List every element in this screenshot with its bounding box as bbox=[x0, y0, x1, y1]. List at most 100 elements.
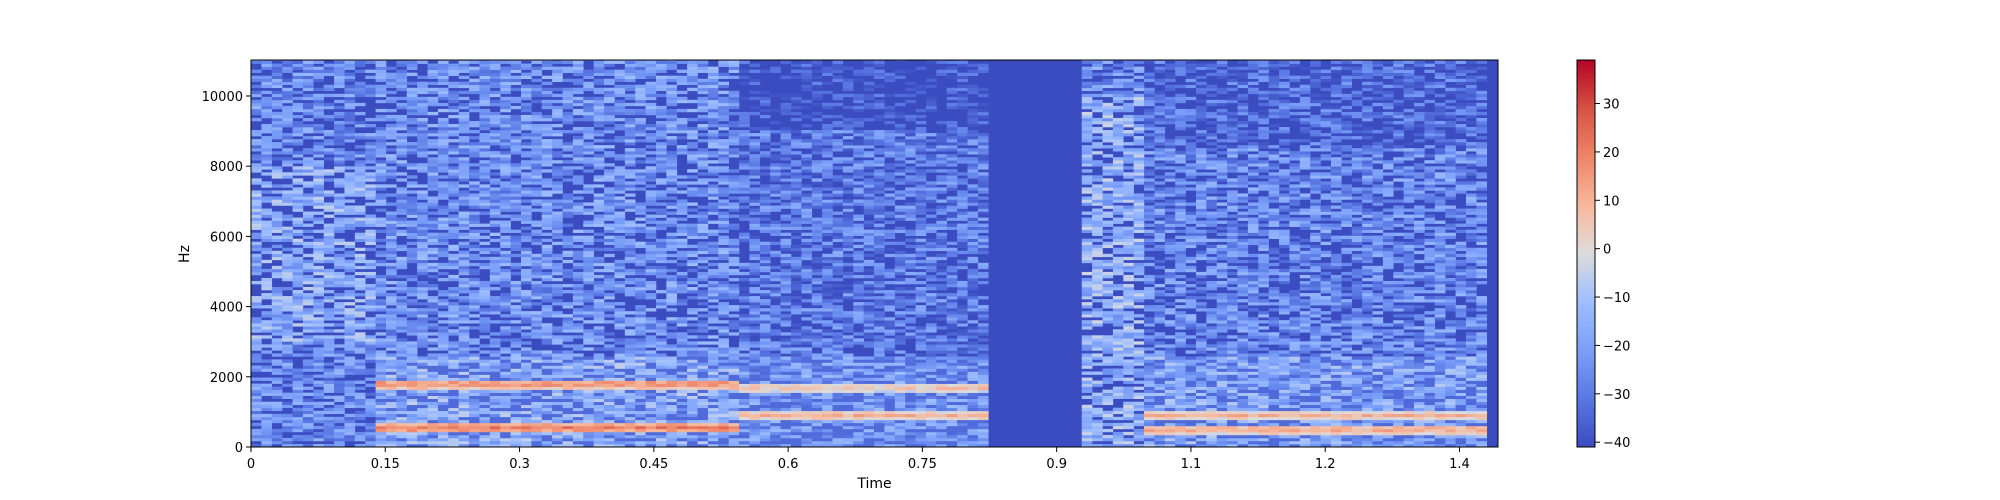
spectrogram-cell bbox=[739, 341, 750, 345]
spectrogram-cell bbox=[479, 335, 491, 339]
spectrogram-cell bbox=[687, 356, 698, 360]
spectrogram-cell bbox=[541, 359, 553, 363]
spectrogram-cell bbox=[302, 404, 314, 409]
spectrogram-cell bbox=[375, 114, 387, 119]
spectrogram-cell bbox=[323, 148, 335, 152]
spectrogram-cell bbox=[292, 377, 304, 381]
spectrogram-cell bbox=[500, 410, 511, 415]
spectrogram-cell bbox=[406, 208, 418, 212]
spectrogram-cell bbox=[770, 250, 781, 255]
spectrogram-cell bbox=[728, 404, 740, 409]
spectrogram-cell bbox=[323, 157, 335, 161]
spectrogram-cell bbox=[323, 244, 335, 249]
spectrogram-cell bbox=[437, 63, 449, 67]
spectrogram-cell bbox=[510, 383, 522, 387]
spectrogram-cell bbox=[759, 190, 771, 194]
spectrogram-cell bbox=[385, 90, 397, 95]
spectrogram-cell bbox=[406, 347, 418, 351]
spectrogram-cell bbox=[728, 401, 740, 406]
spectrogram-cell bbox=[728, 383, 740, 387]
spectrogram-cell bbox=[697, 244, 709, 249]
spectrogram-cell bbox=[282, 157, 293, 161]
spectrogram-cell bbox=[437, 311, 449, 315]
spectrogram-cell bbox=[676, 302, 688, 306]
spectrogram-cell bbox=[604, 151, 615, 155]
spectrogram-cell bbox=[759, 211, 771, 215]
spectrogram-cell bbox=[707, 154, 719, 158]
spectrogram-cell bbox=[458, 151, 470, 155]
spectrogram-cell bbox=[271, 290, 283, 294]
spectrogram-cell bbox=[759, 256, 771, 261]
spectrogram-cell bbox=[655, 78, 667, 83]
spectrogram-cell bbox=[344, 283, 356, 288]
spectrogram-cell bbox=[739, 199, 750, 203]
spectrogram-cell bbox=[282, 108, 293, 113]
spectrogram-cell bbox=[739, 69, 750, 73]
spectrogram-cell bbox=[635, 317, 646, 321]
spectrogram-cell bbox=[479, 440, 491, 445]
spectrogram-cell bbox=[697, 323, 709, 327]
spectrogram-cell bbox=[739, 181, 750, 185]
spectrogram-cell bbox=[396, 208, 408, 212]
spectrogram-cell bbox=[313, 317, 324, 321]
spectrogram-cell bbox=[469, 419, 480, 424]
spectrogram-cell bbox=[365, 398, 376, 403]
spectrogram-cell bbox=[469, 320, 480, 324]
spectrogram-cell bbox=[770, 347, 781, 351]
spectrogram-cell bbox=[489, 181, 501, 185]
spectrogram-cell bbox=[437, 238, 449, 243]
spectrogram-cell bbox=[531, 238, 543, 243]
spectrogram-cell bbox=[728, 392, 740, 396]
spectrogram-cell bbox=[396, 368, 408, 372]
spectrogram-cell bbox=[406, 90, 418, 95]
spectrogram-cell bbox=[583, 398, 594, 403]
spectrogram-cell bbox=[417, 434, 428, 439]
spectrogram-cell bbox=[593, 208, 605, 212]
spectrogram-cell bbox=[593, 359, 605, 363]
spectrogram-cell bbox=[531, 84, 543, 89]
spectrogram-cell bbox=[676, 244, 688, 249]
spectrogram-cell bbox=[365, 407, 376, 412]
spectrogram-cell bbox=[261, 196, 273, 200]
spectrogram-cell bbox=[448, 256, 459, 261]
spectrogram-cell bbox=[448, 235, 459, 240]
spectrogram-cell bbox=[562, 317, 574, 321]
spectrogram-cell bbox=[593, 63, 605, 67]
spectrogram-cell bbox=[302, 416, 314, 421]
spectrogram-cell bbox=[655, 359, 667, 363]
spectrogram-cell bbox=[344, 431, 356, 436]
spectrogram-cell bbox=[583, 111, 594, 116]
spectrogram-cell bbox=[624, 419, 636, 424]
spectrogram-cell bbox=[552, 362, 563, 366]
spectrogram-cell bbox=[728, 290, 740, 294]
spectrogram-cell bbox=[583, 290, 594, 294]
spectrogram-cell bbox=[614, 108, 626, 113]
spectrogram-cell bbox=[313, 136, 324, 140]
spectrogram-cell bbox=[635, 287, 646, 291]
spectrogram-cell bbox=[666, 163, 678, 167]
spectrogram-cell bbox=[302, 111, 314, 116]
spectrogram-cell bbox=[292, 81, 304, 86]
spectrogram-cell bbox=[417, 123, 428, 128]
spectrogram-cell bbox=[469, 437, 480, 442]
spectrogram-cell bbox=[687, 202, 698, 206]
spectrogram-cell bbox=[302, 428, 314, 433]
spectrogram-cell bbox=[261, 329, 273, 333]
spectrogram-cell bbox=[697, 329, 709, 333]
spectrogram-cell bbox=[479, 431, 491, 436]
spectrogram-cell bbox=[437, 93, 449, 98]
spectrogram-cell bbox=[282, 401, 293, 406]
spectrogram-cell bbox=[552, 380, 563, 384]
spectrogram-cell bbox=[271, 196, 283, 200]
spectrogram-cell bbox=[687, 404, 698, 409]
spectrogram-cell bbox=[749, 69, 761, 73]
spectrogram-cell bbox=[396, 362, 408, 366]
spectrogram-cell bbox=[624, 401, 636, 406]
spectrogram-cell bbox=[583, 84, 594, 89]
spectrogram-cell bbox=[396, 139, 408, 143]
spectrogram-cell bbox=[469, 102, 480, 107]
spectrogram-cell bbox=[666, 211, 678, 215]
spectrogram-cell bbox=[323, 178, 335, 182]
spectrogram-cell bbox=[552, 302, 563, 306]
spectrogram-cell bbox=[593, 238, 605, 243]
